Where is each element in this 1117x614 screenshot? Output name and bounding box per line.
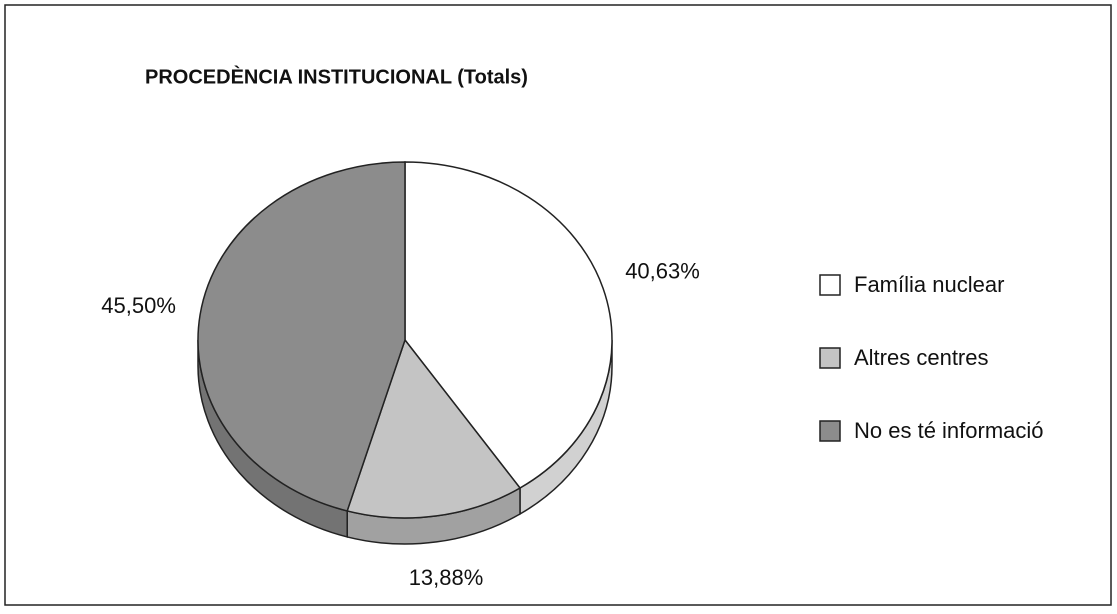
legend-swatch [819, 420, 841, 442]
legend-label: Altres centres [854, 345, 989, 370]
chart-title: PROCEDÈNCIA INSTITUCIONAL (Totals) [145, 65, 528, 88]
legend-swatch [819, 347, 841, 369]
data-label: 45,50% [101, 293, 176, 318]
legend-label: Família nuclear [854, 272, 1004, 297]
legend-swatch [819, 274, 841, 296]
data-label: 13,88% [409, 565, 484, 590]
legend-label: No es té informació [854, 418, 1044, 443]
data-label: 40,63% [625, 259, 700, 284]
slice [197, 161, 406, 512]
